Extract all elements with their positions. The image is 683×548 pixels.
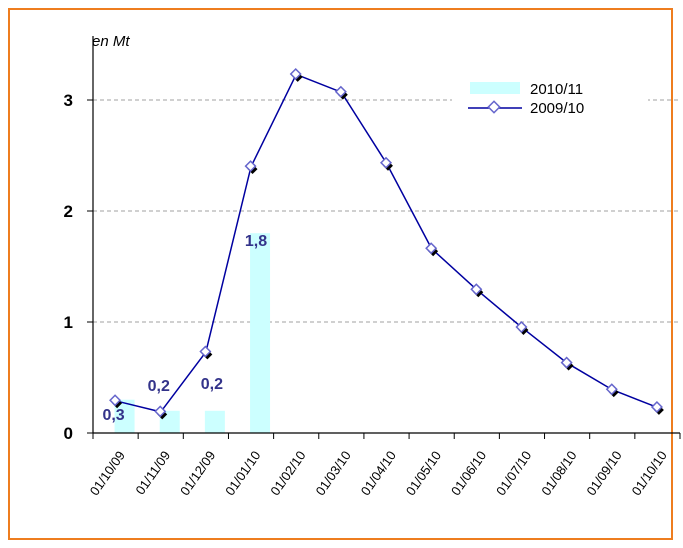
y-tick-label: 3 [64, 91, 73, 110]
bar-data-label: 0,2 [201, 376, 223, 393]
legend-swatch-2010-11 [470, 82, 520, 94]
x-tick-label: 01/12/09 [177, 448, 218, 498]
legend-label-2010-11: 2010/11 [530, 81, 583, 98]
point-marker [425, 242, 438, 255]
point-marker [560, 356, 573, 369]
point-marker [109, 394, 122, 407]
x-tick-label: 01/05/10 [403, 448, 444, 498]
y-tick-label: 1 [64, 313, 73, 332]
point-marker [154, 405, 167, 418]
legend-background [452, 88, 648, 126]
x-tick-label: 01/10/10 [629, 448, 670, 498]
bar [250, 233, 271, 433]
x-tick-label: 01/07/10 [493, 448, 534, 498]
bars-2010-11 [114, 233, 271, 433]
legend-label-2009-10: 2009/10 [530, 100, 584, 117]
point-marker [199, 345, 212, 358]
point-marker [515, 321, 528, 334]
x-tick-label: 01/06/10 [448, 448, 489, 498]
point-marker [470, 283, 483, 296]
point-marker [334, 85, 347, 98]
x-tick-label: 01/08/10 [538, 448, 579, 498]
y-tick-label: 0 [64, 424, 73, 443]
gridlines [93, 99, 680, 323]
x-tick-label: 01/10/09 [87, 448, 128, 498]
data-labels: 0,3 0,2 0,2 1,8 [102, 233, 267, 424]
x-tick-label: 01/01/10 [222, 448, 263, 498]
legend: 2010/11 2009/10 [452, 81, 648, 126]
point-marker [650, 400, 663, 413]
point-marker [244, 160, 257, 173]
x-tick-label: 01/04/10 [358, 448, 399, 498]
bar-data-label: 0,3 [102, 407, 124, 424]
y-tick-label: 2 [64, 202, 73, 221]
x-tick-label: 01/03/10 [312, 448, 353, 498]
bar [204, 410, 225, 433]
unit-label: en Mt [92, 33, 130, 50]
bar-data-label: 0,2 [148, 378, 170, 395]
x-tick-label: 01/09/10 [583, 448, 624, 498]
bar [114, 399, 135, 433]
point-marker [289, 67, 302, 80]
bar-data-label: 1,8 [245, 233, 267, 250]
x-tick-label: 01/02/10 [267, 448, 308, 498]
line-2009-10 [109, 67, 664, 420]
legend-marker-2009-10 [487, 100, 501, 114]
point-marker [605, 383, 618, 396]
x-tick-label: 01/11/09 [132, 448, 173, 497]
point-marker [379, 156, 393, 169]
